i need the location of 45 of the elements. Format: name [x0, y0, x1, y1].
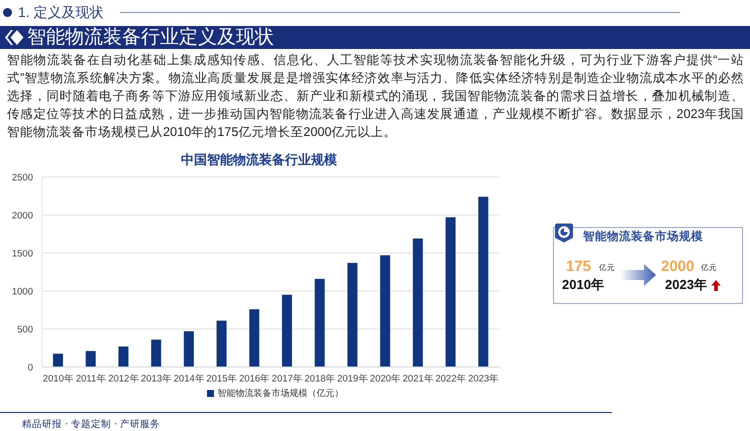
y-tick-label: 2000 [12, 210, 33, 222]
bar [478, 196, 488, 367]
x-tick-label: 2010年 [42, 372, 74, 385]
legend-label: 智能物流装备市场规模（亿元） [218, 389, 344, 399]
x-tick-label: 2013年 [140, 372, 172, 385]
text: 精品研报 · 专题定制 · 产研服务 [22, 418, 160, 431]
text: 智能物流装备在自动化基础上集成感知传感、信息化、人工智能等技术实现物流装备智能化升级，可为行业下游客户提供“一站式”智慧物流系统解决方案。物流业高质量发展是是增强实体经济效率与活力、降低实体经济特别是制造企业物流成本水平的必然选择，同时随着电子商务等下游应用领域新业态、新产业和新模式的涌现，我国智能物流装备的需求日益增长，叠加机械制造、传感定位等技术的日益成熟，进一步推动国内智能物流装备行业进入高速发展通道，产业规模不断扩容。数据显示，2023年我国智能物流装备市场规模已从2010年的175亿元增长至2000亿元以上。 [7, 52, 744, 141]
bar [282, 294, 292, 367]
text: 1. 定义及现状 [18, 4, 104, 22]
y-tick-label: 2500 [12, 172, 33, 184]
y-tick-label: 1000 [12, 286, 33, 298]
bar [412, 238, 423, 367]
bar [446, 217, 456, 367]
bar [380, 255, 390, 367]
text: 智能物流装备行业定义及现状 [27, 26, 274, 49]
bar [249, 309, 260, 367]
x-tick-label: 2023年 [468, 372, 500, 385]
bar [347, 262, 358, 367]
bar [151, 340, 162, 367]
bar [53, 354, 63, 367]
text: 2010年 [562, 277, 604, 292]
bar [314, 278, 325, 367]
x-tick-label: 2011年 [76, 372, 106, 385]
x-tick-label: 2014年 [174, 372, 205, 385]
bar [184, 331, 194, 367]
y-tick-label: 1500 [12, 248, 33, 260]
text: 175 [566, 258, 592, 276]
bar [118, 346, 128, 367]
x-tick-label: 2012年 [108, 372, 140, 385]
x-tick-label: 2017年 [272, 372, 303, 385]
bar [216, 320, 227, 367]
y-tick-label: 0 [28, 362, 33, 374]
x-tick-label: 2022年 [435, 372, 466, 385]
x-tick-label: 2016年 [239, 372, 270, 385]
y-tick-label: 500 [17, 324, 33, 336]
text: 2000 [661, 258, 694, 276]
chart-title: 中国智能物流装备行业规模 [180, 152, 338, 169]
x-tick-label: 2020年 [370, 372, 402, 385]
x-tick-label: 2021年 [402, 372, 434, 385]
bar [86, 351, 96, 367]
x-tick-label: 2015年 [206, 372, 238, 385]
x-tick-label: 2019年 [337, 372, 368, 385]
text: 2023年 [665, 277, 707, 292]
x-tick-label: 2018年 [304, 372, 336, 385]
text: 智能物流装备市场规模 [583, 229, 703, 244]
